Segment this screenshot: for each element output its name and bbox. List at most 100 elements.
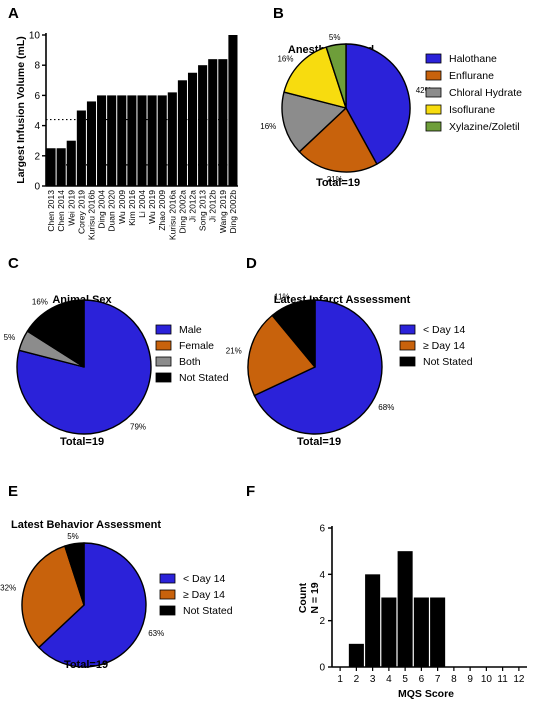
x-tick-label-5: 5 — [402, 674, 408, 685]
pie-c: 79% 5% 16% — [4, 297, 152, 435]
bars-a — [46, 35, 238, 186]
y-tick-label-6: 6 — [319, 524, 325, 535]
legend-swatch-4 — [425, 104, 442, 115]
pie-pct-label: 5% — [4, 333, 16, 342]
x-tick-label-10: 10 — [481, 674, 493, 685]
bar-score-2 — [348, 643, 364, 667]
legend-c: Male Female Both Not Stated — [155, 324, 229, 384]
legend-swatch-4 — [155, 372, 172, 383]
x-tick-label-6: 6 — [419, 674, 425, 685]
legend-swatch-2 — [399, 340, 416, 351]
legend-label-1: Halothane — [449, 53, 497, 65]
legend-label-3: Not Stated — [183, 605, 233, 617]
pie-slice--day-14 — [38, 542, 147, 668]
y-axis-ticks-a: 0 2 4 6 8 10 — [29, 31, 46, 193]
legend-label-4: Not Stated — [179, 372, 229, 384]
pie-b: 42% 21% 16% 16% 5% — [260, 33, 431, 184]
bar-score-3 — [365, 574, 381, 667]
x-tick-label-3: 3 — [370, 674, 376, 685]
legend-label-3: Both — [179, 356, 201, 368]
pie-slice--day-14 — [21, 545, 85, 649]
total-c: Total=19 — [60, 436, 104, 448]
legend-swatch-2 — [159, 589, 176, 600]
pie-pct-label: 63% — [148, 629, 164, 638]
bars-f — [348, 551, 446, 667]
bar-zhao-2009 — [157, 95, 167, 186]
panel-label-c: C — [8, 255, 19, 272]
x-tick-label-11: 11 — [497, 674, 508, 685]
bar-ding-2002b — [228, 35, 238, 186]
legend-label-2: Enflurane — [449, 70, 494, 82]
pie-pct-label: 16% — [32, 297, 48, 306]
bar-wei-2019 — [66, 140, 76, 186]
legend-label-3: Not Stated — [423, 356, 473, 368]
category-label: Song 2013 — [198, 190, 208, 231]
y-axis-label-a: Largest Infusion Volume (mL) — [15, 36, 27, 183]
x-tick-label-8: 8 — [451, 674, 457, 685]
bar-score-5 — [397, 551, 413, 667]
pie-slice--day-14 — [253, 299, 383, 435]
y-tick-label-2: 2 — [34, 151, 40, 162]
bar-duan-2020 — [107, 95, 117, 186]
legend-swatch-2 — [155, 340, 172, 351]
y-axis-label-f-n: N = 19 — [309, 582, 321, 613]
legend-label-2: ≥ Day 14 — [183, 589, 225, 601]
bar-chen-2014 — [56, 148, 66, 186]
pie-slice-halothane — [345, 43, 411, 165]
legend-swatch-1 — [399, 324, 416, 335]
bar-ji-2012a — [187, 72, 198, 186]
bar-score-7 — [430, 597, 446, 667]
y-axis-label-f: Count — [297, 582, 309, 613]
bar-kurisu-2016a — [167, 92, 177, 186]
legend-label-2: Female — [179, 340, 214, 352]
y-tick-label-4: 4 — [319, 570, 325, 581]
legend-swatch-2 — [425, 70, 442, 81]
total-d: Total=19 — [297, 436, 341, 448]
panel-b: B Anesthetic Used 42%21%16%16%5% Halotha… — [260, 5, 522, 189]
x-tick-label-7: 7 — [435, 674, 441, 685]
y-axis-ticks-f: 0 2 4 6 — [319, 524, 332, 674]
legend-label-5: Xylazine/Zoletil — [449, 121, 520, 133]
panel-label-b: B — [273, 5, 284, 22]
panel-label-a: A — [8, 5, 19, 22]
pie-pct-label: 68% — [378, 403, 394, 412]
category-label: Chen 2013 — [46, 190, 56, 232]
x-tick-label-4: 4 — [386, 674, 392, 685]
x-axis-label-f: MQS Score — [398, 688, 454, 700]
legend-swatch-3 — [425, 87, 442, 98]
legend-label-1: Male — [179, 324, 202, 336]
pie-pct-label: 42% — [416, 86, 432, 95]
category-label: Ji 2012a — [188, 190, 198, 222]
category-label: Wei 2019 — [66, 190, 76, 226]
total-e: Total=19 — [64, 659, 108, 671]
bar-ding-2004 — [97, 95, 107, 186]
category-label: Ding 2002b — [228, 190, 238, 234]
bar-li-2004 — [137, 95, 147, 186]
y-tick-label-10: 10 — [29, 31, 41, 42]
category-label: Ding 2002a — [177, 190, 187, 234]
pie-e: 63% 32% 5% — [0, 532, 164, 668]
category-label: Kurisu 2016a — [167, 190, 177, 240]
bar-ding-2002a — [177, 80, 187, 186]
panel-label-e: E — [8, 483, 18, 500]
bar-ji-2012b — [208, 59, 218, 186]
legend-swatch-3 — [159, 605, 176, 616]
x-tick-label-12: 12 — [513, 674, 525, 685]
panel-label-d: D — [246, 255, 257, 272]
category-labels-a: Chen 2013 Chen 2014 Wei 2019 Corey 2019 Kuri… — [46, 190, 238, 240]
x-tick-label-2: 2 — [354, 674, 360, 685]
panel-e: E Latest Behavior Assessment 63% 32% 5% < … — [0, 483, 233, 671]
legend-label-2: ≥ Day 14 — [423, 340, 465, 352]
y-tick-label-2: 2 — [319, 616, 325, 627]
pie-pct-label: 5% — [67, 532, 79, 541]
legend-d: < Day 14 ≥ Day 14 Not Stated — [399, 324, 473, 368]
category-label: Wu 2019 — [147, 190, 157, 224]
bar-chen-2013 — [46, 148, 56, 186]
pie-pct-label: 11% — [274, 292, 289, 301]
x-tick-label-9: 9 — [467, 674, 473, 685]
category-label: Kim 2016 — [127, 190, 137, 226]
legend-e: < Day 14 ≥ Day 14 Not Stated — [159, 573, 233, 617]
legend-swatch-3 — [155, 356, 172, 367]
bar-wu-2009 — [117, 95, 127, 186]
